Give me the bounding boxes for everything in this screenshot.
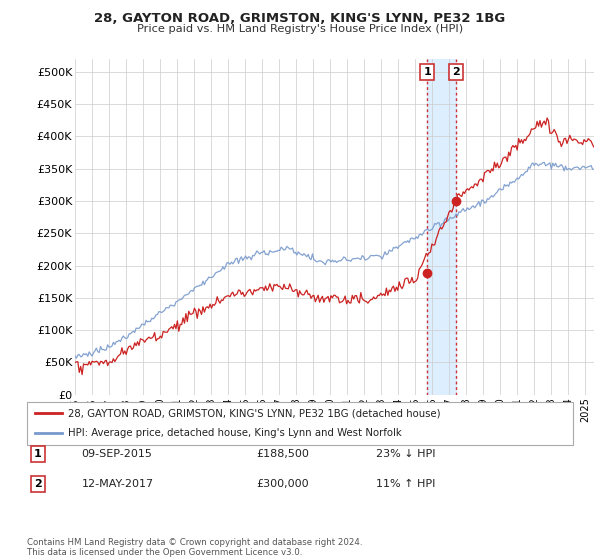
Text: Contains HM Land Registry data © Crown copyright and database right 2024.
This d: Contains HM Land Registry data © Crown c… xyxy=(27,538,362,557)
Text: £300,000: £300,000 xyxy=(256,479,309,489)
Text: 28, GAYTON ROAD, GRIMSTON, KING'S LYNN, PE32 1BG: 28, GAYTON ROAD, GRIMSTON, KING'S LYNN, … xyxy=(94,12,506,25)
Text: 23% ↓ HPI: 23% ↓ HPI xyxy=(376,449,436,459)
Text: 2: 2 xyxy=(452,67,460,77)
Text: 11% ↑ HPI: 11% ↑ HPI xyxy=(376,479,436,489)
Text: Price paid vs. HM Land Registry's House Price Index (HPI): Price paid vs. HM Land Registry's House … xyxy=(137,24,463,34)
Text: 28, GAYTON ROAD, GRIMSTON, KING'S LYNN, PE32 1BG (detached house): 28, GAYTON ROAD, GRIMSTON, KING'S LYNN, … xyxy=(68,408,440,418)
Text: 09-SEP-2015: 09-SEP-2015 xyxy=(82,449,152,459)
Text: 12-MAY-2017: 12-MAY-2017 xyxy=(82,479,154,489)
Text: 1: 1 xyxy=(34,449,42,459)
Text: 1: 1 xyxy=(423,67,431,77)
Text: 2: 2 xyxy=(34,479,42,489)
Text: HPI: Average price, detached house, King's Lynn and West Norfolk: HPI: Average price, detached house, King… xyxy=(68,428,402,438)
Bar xyxy=(427,59,455,395)
Text: £188,500: £188,500 xyxy=(256,449,309,459)
